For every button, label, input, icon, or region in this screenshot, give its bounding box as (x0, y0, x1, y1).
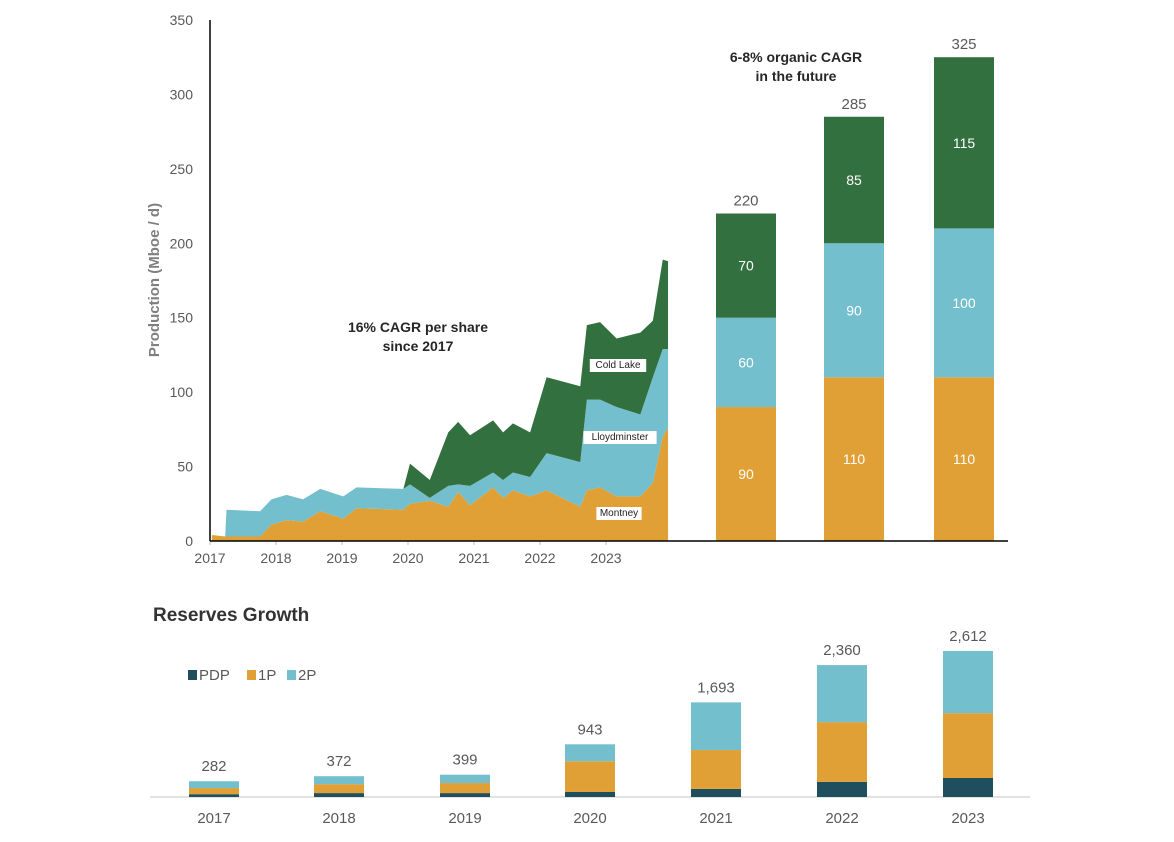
area-label: Lloydminster (592, 432, 649, 443)
future-annotation-line2: in the future (756, 68, 837, 84)
reserves-total-label: 943 (577, 721, 602, 738)
x-tick-label: 2017 (197, 810, 230, 827)
x-tick-label: 2023 (590, 550, 621, 566)
reserves-bar-2p (817, 665, 867, 723)
forecast-bar-segment (716, 213, 776, 318)
reserves-bar-pdp (440, 793, 490, 797)
y-axis-label: Production (Mboe / d) (146, 203, 163, 357)
x-tick-label: 2020 (573, 810, 606, 827)
reserves-bar-1p (189, 788, 239, 795)
x-tick-label: 2021 (458, 550, 489, 566)
reserves-bar-2p (440, 774, 490, 784)
legend-label: 2P (298, 667, 316, 684)
area-lloydminster (211, 348, 669, 537)
y-tick-label: 100 (170, 384, 194, 400)
x-tick-label: 2018 (260, 550, 291, 566)
reserves-bar-pdp (943, 777, 993, 797)
area-label: Montney (600, 508, 638, 519)
area-label-bg (596, 507, 642, 520)
reserves-bar-2p (189, 781, 239, 789)
forecast-bar-segment (824, 243, 884, 378)
x-tick-label: 2019 (326, 550, 357, 566)
reserves-total-label: 2,360 (823, 642, 861, 659)
reserves-bar-pdp (189, 794, 239, 797)
reserves-title: Reserves Growth (153, 605, 309, 626)
reserves-total-label: 2,612 (949, 628, 987, 645)
y-tick-label: 300 (170, 86, 194, 102)
legend-swatch-pdp (188, 670, 197, 680)
x-tick-label: 2017 (194, 550, 225, 566)
segment-value-label: 60 (738, 354, 754, 370)
reserves-bar-2p (943, 651, 993, 714)
x-tick-label: 2022 (524, 550, 555, 566)
segment-value-label: 70 (738, 258, 754, 274)
x-tick-label: 2019 (448, 810, 481, 827)
legend-label: 1P (258, 667, 276, 684)
bar-total-label: 325 (951, 36, 976, 53)
reserves-bar-2p (314, 776, 364, 785)
segment-value-label: 90 (738, 466, 754, 482)
x-tick-label: 2023 (951, 810, 984, 827)
production-chart: Production (Mboe / d) 16% CAGR per share… (146, 12, 1008, 566)
segment-value-label: 85 (846, 172, 862, 188)
reserves-bar-pdp (817, 781, 867, 797)
history-annotation-line2: since 2017 (383, 338, 454, 354)
y-tick-label: 150 (170, 310, 194, 326)
reserves-bar-1p (314, 784, 364, 794)
x-tick-label: 2021 (699, 810, 732, 827)
area-label-bg (583, 431, 657, 444)
legend-swatch-1p (247, 670, 256, 680)
reserves-bar-pdp (691, 788, 741, 797)
reserves-bar-1p (691, 750, 741, 789)
forecast-bar-segment (934, 228, 994, 378)
reserves-bar-1p (943, 713, 993, 778)
forecast-bar-segment (934, 377, 994, 541)
forecast-bar-segment (824, 377, 884, 541)
reserves-bar-1p (440, 783, 490, 794)
reserves-bar-1p (565, 761, 615, 792)
area-label: Cold Lake (595, 360, 640, 371)
x-tick-label: 2018 (322, 810, 355, 827)
forecast-bar-segment (716, 407, 776, 541)
y-tick-label: 250 (170, 161, 194, 177)
bar-total-label: 220 (733, 193, 758, 210)
forecast-bar-segment (934, 57, 994, 229)
segment-value-label: 110 (953, 451, 976, 467)
forecast-bar-segment (716, 317, 776, 408)
area-montney (211, 427, 669, 541)
reserves-total-label: 282 (201, 758, 226, 775)
segment-value-label: 90 (846, 302, 862, 318)
reserves-bar-1p (817, 722, 867, 782)
y-tick-label: 50 (177, 459, 193, 475)
area-cold-lake (211, 259, 669, 537)
reserves-bar-2p (565, 744, 615, 762)
segment-value-label: 110 (843, 451, 866, 467)
x-tick-label: 2022 (825, 810, 858, 827)
reserves-bar-pdp (565, 791, 615, 797)
future-annotation-line1: 6-8% organic CAGR (730, 49, 862, 65)
x-tick-label: 2020 (392, 550, 423, 566)
area-label-bg (589, 359, 647, 372)
segment-value-label: 115 (953, 135, 976, 151)
reserves-bar-pdp (314, 793, 364, 797)
legend-label: PDP (199, 667, 230, 684)
segment-value-label: 100 (952, 295, 976, 311)
reserves-chart: Reserves Growth 282 2017 372 2018 399 2019 943… (150, 605, 1030, 827)
bar-total-label: 285 (841, 96, 866, 113)
reserves-total-label: 372 (326, 753, 351, 770)
y-tick-label: 200 (170, 235, 194, 251)
reserves-total-label: 399 (452, 752, 477, 769)
y-tick-label: 350 (170, 12, 194, 28)
y-tick-label: 0 (185, 533, 193, 549)
reserves-bar-2p (691, 702, 741, 751)
history-annotation-line1: 16% CAGR per share (348, 319, 488, 335)
forecast-bar-segment (824, 116, 884, 244)
reserves-total-label: 1,693 (697, 679, 735, 696)
legend-swatch-2p (287, 670, 296, 680)
